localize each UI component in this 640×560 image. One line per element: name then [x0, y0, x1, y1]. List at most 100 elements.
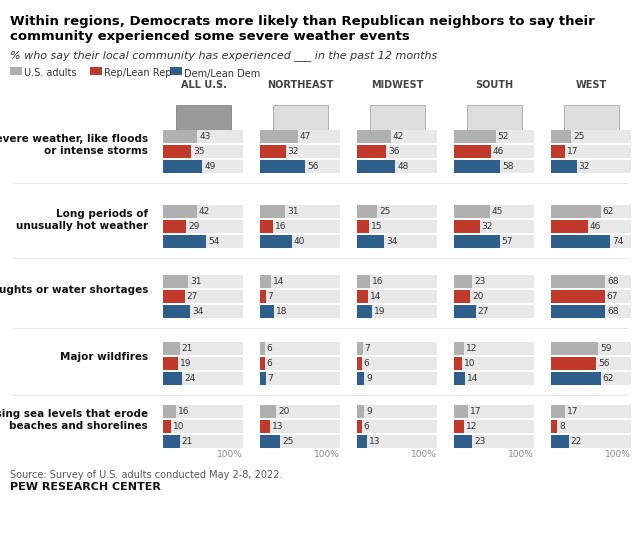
FancyBboxPatch shape [551, 357, 596, 370]
FancyBboxPatch shape [454, 275, 472, 288]
FancyBboxPatch shape [357, 205, 437, 218]
FancyBboxPatch shape [454, 305, 476, 318]
FancyBboxPatch shape [260, 420, 270, 433]
Text: 54: 54 [208, 237, 220, 246]
Text: 6: 6 [364, 422, 369, 431]
FancyBboxPatch shape [357, 435, 367, 448]
Text: 17: 17 [566, 147, 578, 156]
FancyBboxPatch shape [454, 220, 479, 233]
FancyBboxPatch shape [551, 145, 631, 158]
FancyBboxPatch shape [260, 275, 340, 288]
Text: 14: 14 [467, 374, 479, 383]
FancyBboxPatch shape [163, 420, 171, 433]
FancyBboxPatch shape [357, 372, 364, 385]
Text: 14: 14 [273, 277, 285, 286]
FancyBboxPatch shape [357, 130, 437, 143]
FancyBboxPatch shape [551, 372, 600, 385]
FancyBboxPatch shape [163, 160, 243, 173]
Text: 22: 22 [571, 437, 582, 446]
Text: 32: 32 [287, 147, 299, 156]
FancyBboxPatch shape [551, 435, 568, 448]
FancyBboxPatch shape [260, 372, 340, 385]
FancyBboxPatch shape [260, 130, 340, 143]
FancyBboxPatch shape [260, 405, 276, 418]
FancyBboxPatch shape [357, 145, 386, 158]
FancyBboxPatch shape [551, 342, 631, 355]
FancyBboxPatch shape [260, 305, 340, 318]
FancyBboxPatch shape [357, 357, 362, 370]
Text: 13: 13 [273, 422, 284, 431]
FancyBboxPatch shape [454, 205, 534, 218]
Text: 35: 35 [193, 147, 205, 156]
FancyBboxPatch shape [163, 435, 180, 448]
FancyBboxPatch shape [454, 220, 534, 233]
FancyBboxPatch shape [163, 130, 243, 143]
FancyBboxPatch shape [357, 145, 437, 158]
FancyBboxPatch shape [454, 275, 534, 288]
FancyBboxPatch shape [260, 235, 340, 248]
Text: 25: 25 [573, 132, 584, 141]
FancyBboxPatch shape [551, 205, 631, 218]
FancyBboxPatch shape [564, 105, 619, 133]
FancyBboxPatch shape [551, 220, 631, 233]
FancyBboxPatch shape [260, 435, 280, 448]
Text: 10: 10 [173, 422, 184, 431]
FancyBboxPatch shape [551, 420, 557, 433]
FancyBboxPatch shape [163, 405, 243, 418]
Text: 34: 34 [386, 237, 397, 246]
FancyBboxPatch shape [551, 405, 564, 418]
FancyBboxPatch shape [357, 405, 437, 418]
FancyBboxPatch shape [163, 145, 191, 158]
FancyBboxPatch shape [260, 305, 275, 318]
Text: 36: 36 [388, 147, 399, 156]
Text: 7: 7 [268, 374, 273, 383]
Text: 17: 17 [566, 407, 578, 416]
FancyBboxPatch shape [260, 420, 340, 433]
Text: Severe weather, like floods
or intense storms: Severe weather, like floods or intense s… [0, 134, 148, 156]
Text: 34: 34 [192, 307, 204, 316]
Text: 49: 49 [204, 162, 216, 171]
FancyBboxPatch shape [454, 435, 534, 448]
Text: 42: 42 [392, 132, 404, 141]
Text: Major wildfires: Major wildfires [60, 352, 148, 362]
FancyBboxPatch shape [454, 357, 462, 370]
Text: 23: 23 [474, 277, 486, 286]
FancyBboxPatch shape [260, 130, 298, 143]
Text: 32: 32 [482, 222, 493, 231]
FancyBboxPatch shape [454, 290, 470, 303]
Text: 20: 20 [278, 407, 289, 416]
Text: 13: 13 [369, 437, 381, 446]
FancyBboxPatch shape [454, 145, 534, 158]
FancyBboxPatch shape [357, 205, 377, 218]
Text: 19: 19 [374, 307, 386, 316]
Text: 100%: 100% [314, 450, 340, 459]
Text: 46: 46 [493, 147, 504, 156]
FancyBboxPatch shape [454, 405, 468, 418]
Text: 56: 56 [307, 162, 318, 171]
FancyBboxPatch shape [10, 67, 22, 75]
Text: 7: 7 [268, 292, 273, 301]
FancyBboxPatch shape [551, 290, 631, 303]
FancyBboxPatch shape [90, 67, 102, 75]
FancyBboxPatch shape [260, 342, 340, 355]
FancyBboxPatch shape [357, 372, 437, 385]
FancyBboxPatch shape [357, 357, 437, 370]
Text: 21: 21 [182, 344, 193, 353]
Text: % who say their local community has experienced ___ in the past 12 months: % who say their local community has expe… [10, 50, 437, 61]
FancyBboxPatch shape [454, 130, 534, 143]
Text: 19: 19 [180, 359, 192, 368]
FancyBboxPatch shape [163, 305, 243, 318]
FancyBboxPatch shape [551, 372, 631, 385]
Text: 6: 6 [267, 344, 273, 353]
Text: 16: 16 [275, 222, 286, 231]
FancyBboxPatch shape [260, 145, 285, 158]
FancyBboxPatch shape [163, 372, 182, 385]
FancyBboxPatch shape [357, 305, 437, 318]
Text: 27: 27 [477, 307, 489, 316]
Text: 58: 58 [502, 162, 514, 171]
Text: 31: 31 [287, 207, 298, 216]
Text: PEW RESEARCH CENTER: PEW RESEARCH CENTER [10, 482, 161, 492]
FancyBboxPatch shape [163, 205, 243, 218]
FancyBboxPatch shape [163, 342, 243, 355]
FancyBboxPatch shape [163, 420, 243, 433]
